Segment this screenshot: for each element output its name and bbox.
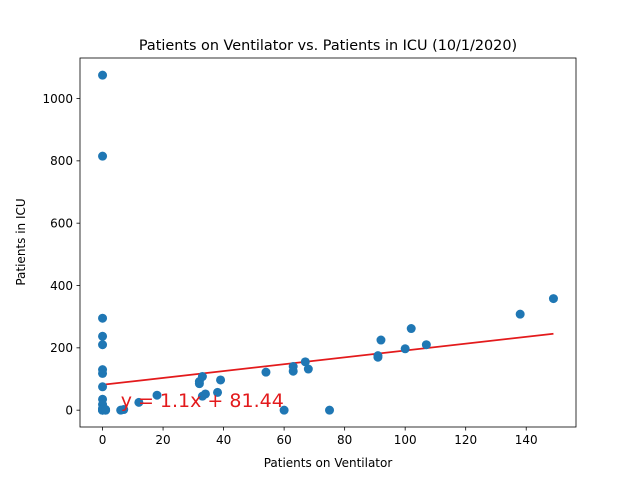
x-tick-label: 0 — [99, 433, 107, 447]
scatter-point — [98, 340, 108, 350]
scatter-point — [303, 364, 313, 374]
x-tick-label: 120 — [454, 433, 477, 447]
scatter-point — [98, 151, 108, 161]
scatter-point — [216, 375, 226, 385]
scatter-point — [279, 405, 289, 415]
data-points — [98, 70, 558, 415]
scatter-point — [406, 324, 416, 334]
scatter-point — [373, 351, 383, 361]
scatter-point — [288, 362, 298, 372]
x-tick-label: 60 — [276, 433, 291, 447]
plot-area-frame — [79, 57, 577, 428]
scatter-point — [98, 331, 108, 341]
y-tick-label: 400 — [50, 279, 73, 293]
y-tick-label: 800 — [50, 154, 73, 168]
scatter-point — [421, 340, 431, 350]
regression-line-group — [102, 332, 554, 386]
scatter-point — [152, 390, 162, 400]
scatter-point — [101, 405, 111, 415]
y-tick-label: 0 — [65, 403, 73, 417]
x-tick-label: 80 — [337, 433, 352, 447]
scatter-point — [213, 387, 223, 397]
regression-line — [102, 332, 554, 386]
scatter-point — [400, 344, 410, 354]
x-tick-label: 140 — [515, 433, 538, 447]
y-axis-label: Patients in ICU — [14, 198, 28, 285]
x-axis-label: Patients on Ventilator — [264, 456, 393, 470]
scatter-point — [261, 367, 271, 377]
scatter-point — [98, 313, 108, 323]
regression-equation-label: y = 1.1x + 81.44 — [121, 390, 284, 412]
y-tick-label: 1000 — [42, 92, 73, 106]
scatter-point — [119, 405, 129, 415]
x-tick-label: 40 — [216, 433, 231, 447]
scatter-point — [134, 397, 144, 407]
x-axis-ticks: 0 20 40 60 80 100 120 140 — [99, 427, 538, 447]
scatter-point — [98, 382, 108, 392]
scatter-point — [98, 70, 108, 80]
scatter-point — [98, 368, 108, 378]
scatter-point — [515, 309, 525, 319]
chart-title: Patients on Ventilator vs. Patients in I… — [139, 38, 517, 54]
x-tick-label: 100 — [394, 433, 417, 447]
y-axis-ticks: 0 200 400 600 800 1000 — [42, 92, 80, 417]
scatter-point — [548, 294, 558, 304]
scatter-point — [376, 335, 386, 345]
x-tick-label: 20 — [155, 433, 170, 447]
scatter-point — [197, 372, 207, 382]
scatter-point — [200, 389, 210, 399]
scatter-point — [300, 357, 310, 367]
scatter-point — [325, 405, 335, 415]
y-tick-label: 200 — [50, 341, 73, 355]
y-tick-label: 600 — [50, 216, 73, 230]
